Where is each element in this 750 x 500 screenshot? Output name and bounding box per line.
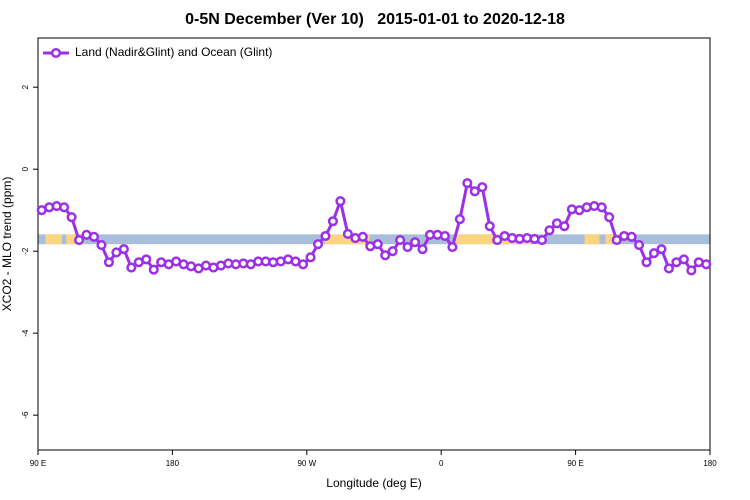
data-point: [320, 230, 331, 242]
data-point: [492, 235, 503, 246]
data-point: [634, 239, 645, 251]
data-point: [596, 202, 607, 213]
data-point: [372, 239, 383, 250]
x-tick-label: 90 E: [567, 459, 583, 468]
data-point: [305, 252, 316, 263]
data-point: [380, 250, 391, 261]
data-point: [74, 235, 85, 246]
data-point: [417, 244, 428, 255]
data-point: [312, 239, 324, 250]
y-tick-label: -6: [21, 411, 30, 419]
data-point: [118, 244, 129, 255]
series-line: [41, 179, 707, 273]
data-point: [611, 235, 622, 246]
data-point: [395, 235, 406, 246]
data-point: [141, 254, 152, 265]
data-point: [88, 231, 100, 242]
data-point: [626, 231, 637, 242]
data-point: [439, 230, 450, 242]
data-point: [126, 262, 137, 273]
highlight: [584, 234, 600, 245]
data-point: [148, 264, 159, 275]
data-point: [656, 244, 667, 255]
data-point: [335, 196, 346, 207]
data-point: [678, 254, 689, 265]
data-point: [342, 228, 353, 240]
chart-title: 0-5N December (Ver 10) 2015-01-01 to 202…: [185, 11, 565, 28]
y-tick-label: 2: [21, 84, 30, 89]
data-point: [536, 235, 548, 246]
data-point: [402, 242, 413, 253]
highlight: [324, 234, 370, 245]
highlight: [45, 234, 62, 245]
data-point: [477, 182, 488, 193]
y-tick-label: -4: [21, 329, 30, 337]
data-point: [447, 242, 458, 253]
plot-frame: [37, 37, 711, 451]
data-point: [648, 248, 660, 259]
data-point: [327, 216, 338, 227]
legend-label: Land (Nadir&Glint) and Ocean (Glint): [75, 45, 272, 59]
x-tick-label: 90 E: [30, 459, 46, 468]
data-point: [357, 231, 368, 242]
data-point: [604, 212, 615, 223]
data-point: [462, 178, 473, 189]
data-point: [96, 239, 107, 251]
y-tick-label: 0: [21, 166, 30, 171]
data-point: [641, 257, 652, 268]
data-point: [387, 246, 398, 257]
data-point: [103, 257, 114, 268]
x-tick-label: 0: [439, 459, 444, 468]
data-point: [66, 212, 77, 223]
x-tick-label: 180: [703, 459, 717, 468]
data-point: [484, 221, 495, 232]
data-point: [469, 186, 480, 197]
legend-marker: [50, 47, 62, 59]
data-point: [298, 259, 309, 270]
y-axis-label: XCO2 - MLO trend (ppm): [0, 177, 14, 312]
data-point: [410, 237, 421, 248]
data-point: [59, 202, 70, 213]
x-tick-label: 90 W: [297, 459, 316, 468]
data-point: [663, 263, 674, 274]
data-point: [454, 214, 465, 225]
reference-band: [38, 234, 710, 245]
data-point: [544, 225, 555, 236]
data-point: [559, 221, 570, 232]
y-tick-label: -2: [21, 247, 30, 255]
x-axis-label: Longitude (deg E): [326, 476, 421, 490]
data-point: [686, 265, 697, 276]
x-tick-label: 180: [166, 459, 180, 468]
data-point: [701, 259, 712, 270]
